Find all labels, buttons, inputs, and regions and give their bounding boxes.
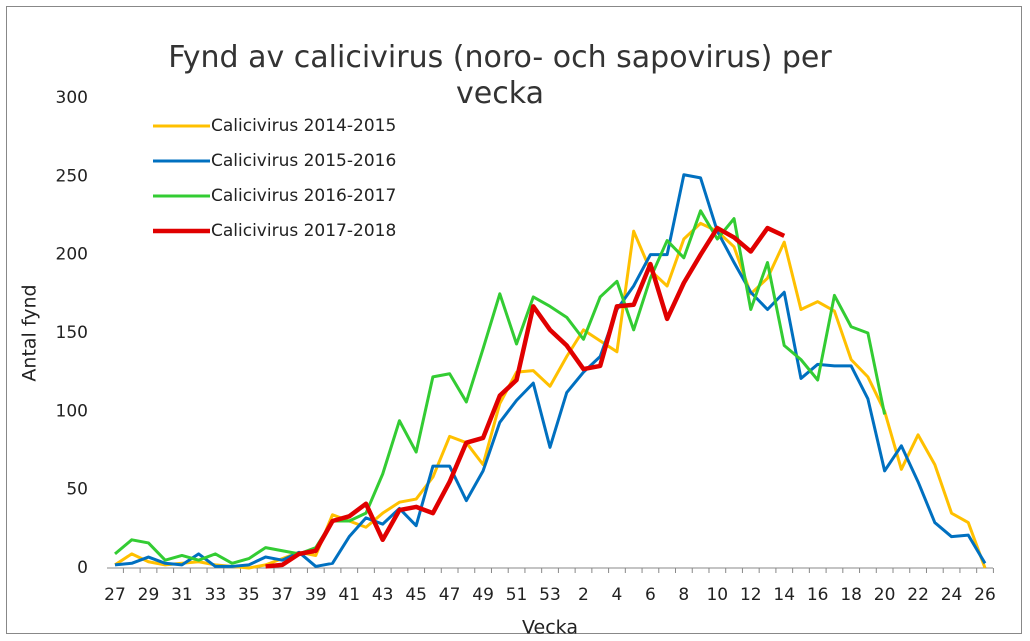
x-tick-label: 29 [138,585,160,605]
x-tick-label: 16 [807,585,829,605]
x-tick-label: 12 [740,585,762,605]
legend-label: Calicivirus 2015-2016 [211,151,396,171]
series-line [114,173,987,568]
x-tick-label: 49 [472,585,494,605]
x-tick-label: 22 [907,585,929,605]
x-tick-label: 27 [104,585,126,605]
y-tick-label: 50 [66,480,88,500]
y-tick-label: 300 [56,88,88,108]
x-tick-label: 14 [773,585,795,605]
x-tick-label: 53 [539,585,561,605]
x-tick-label: 47 [439,585,461,605]
x-tick-label: 6 [645,585,656,605]
y-tick-label: 250 [56,166,88,186]
x-tick-label: 10 [706,585,728,605]
x-tick-label: 39 [305,585,327,605]
x-tick-label: 45 [405,585,427,605]
x-tick-label: 31 [171,585,193,605]
x-tick-label: 37 [271,585,293,605]
legend-label: Calicivirus 2014-2015 [211,116,396,136]
x-tick-label: 8 [678,585,689,605]
x-tick-label: 20 [874,585,896,605]
legend-label: Calicivirus 2017-2018 [211,221,396,241]
y-tick-label: 100 [56,401,88,421]
x-tick-label: 41 [338,585,360,605]
x-tick-label: 26 [974,585,996,605]
chart-frame [6,6,1022,634]
y-axis-label: Antal fynd [19,284,41,381]
chart-title: Fynd av calicivirus (noro- och sapovirus… [168,40,832,111]
x-axis-label: Vecka [522,617,578,639]
legend-label: Calicivirus 2016-2017 [211,186,396,206]
x-tick-label: 24 [941,585,963,605]
y-tick-label: 0 [77,558,88,578]
series-line [265,225,786,569]
x-tick-label: 43 [372,585,394,605]
series-line [114,209,887,565]
y-tick-label: 200 [56,245,88,265]
x-tick-label: 35 [238,585,260,605]
x-tick-label: 2 [578,585,589,605]
x-tick-label: 18 [840,585,862,605]
series-line [114,221,987,570]
x-tick-label: 51 [506,585,528,605]
x-tick-label: 33 [205,585,227,605]
y-tick-label: 150 [56,323,88,343]
x-tick-label: 4 [612,585,623,605]
